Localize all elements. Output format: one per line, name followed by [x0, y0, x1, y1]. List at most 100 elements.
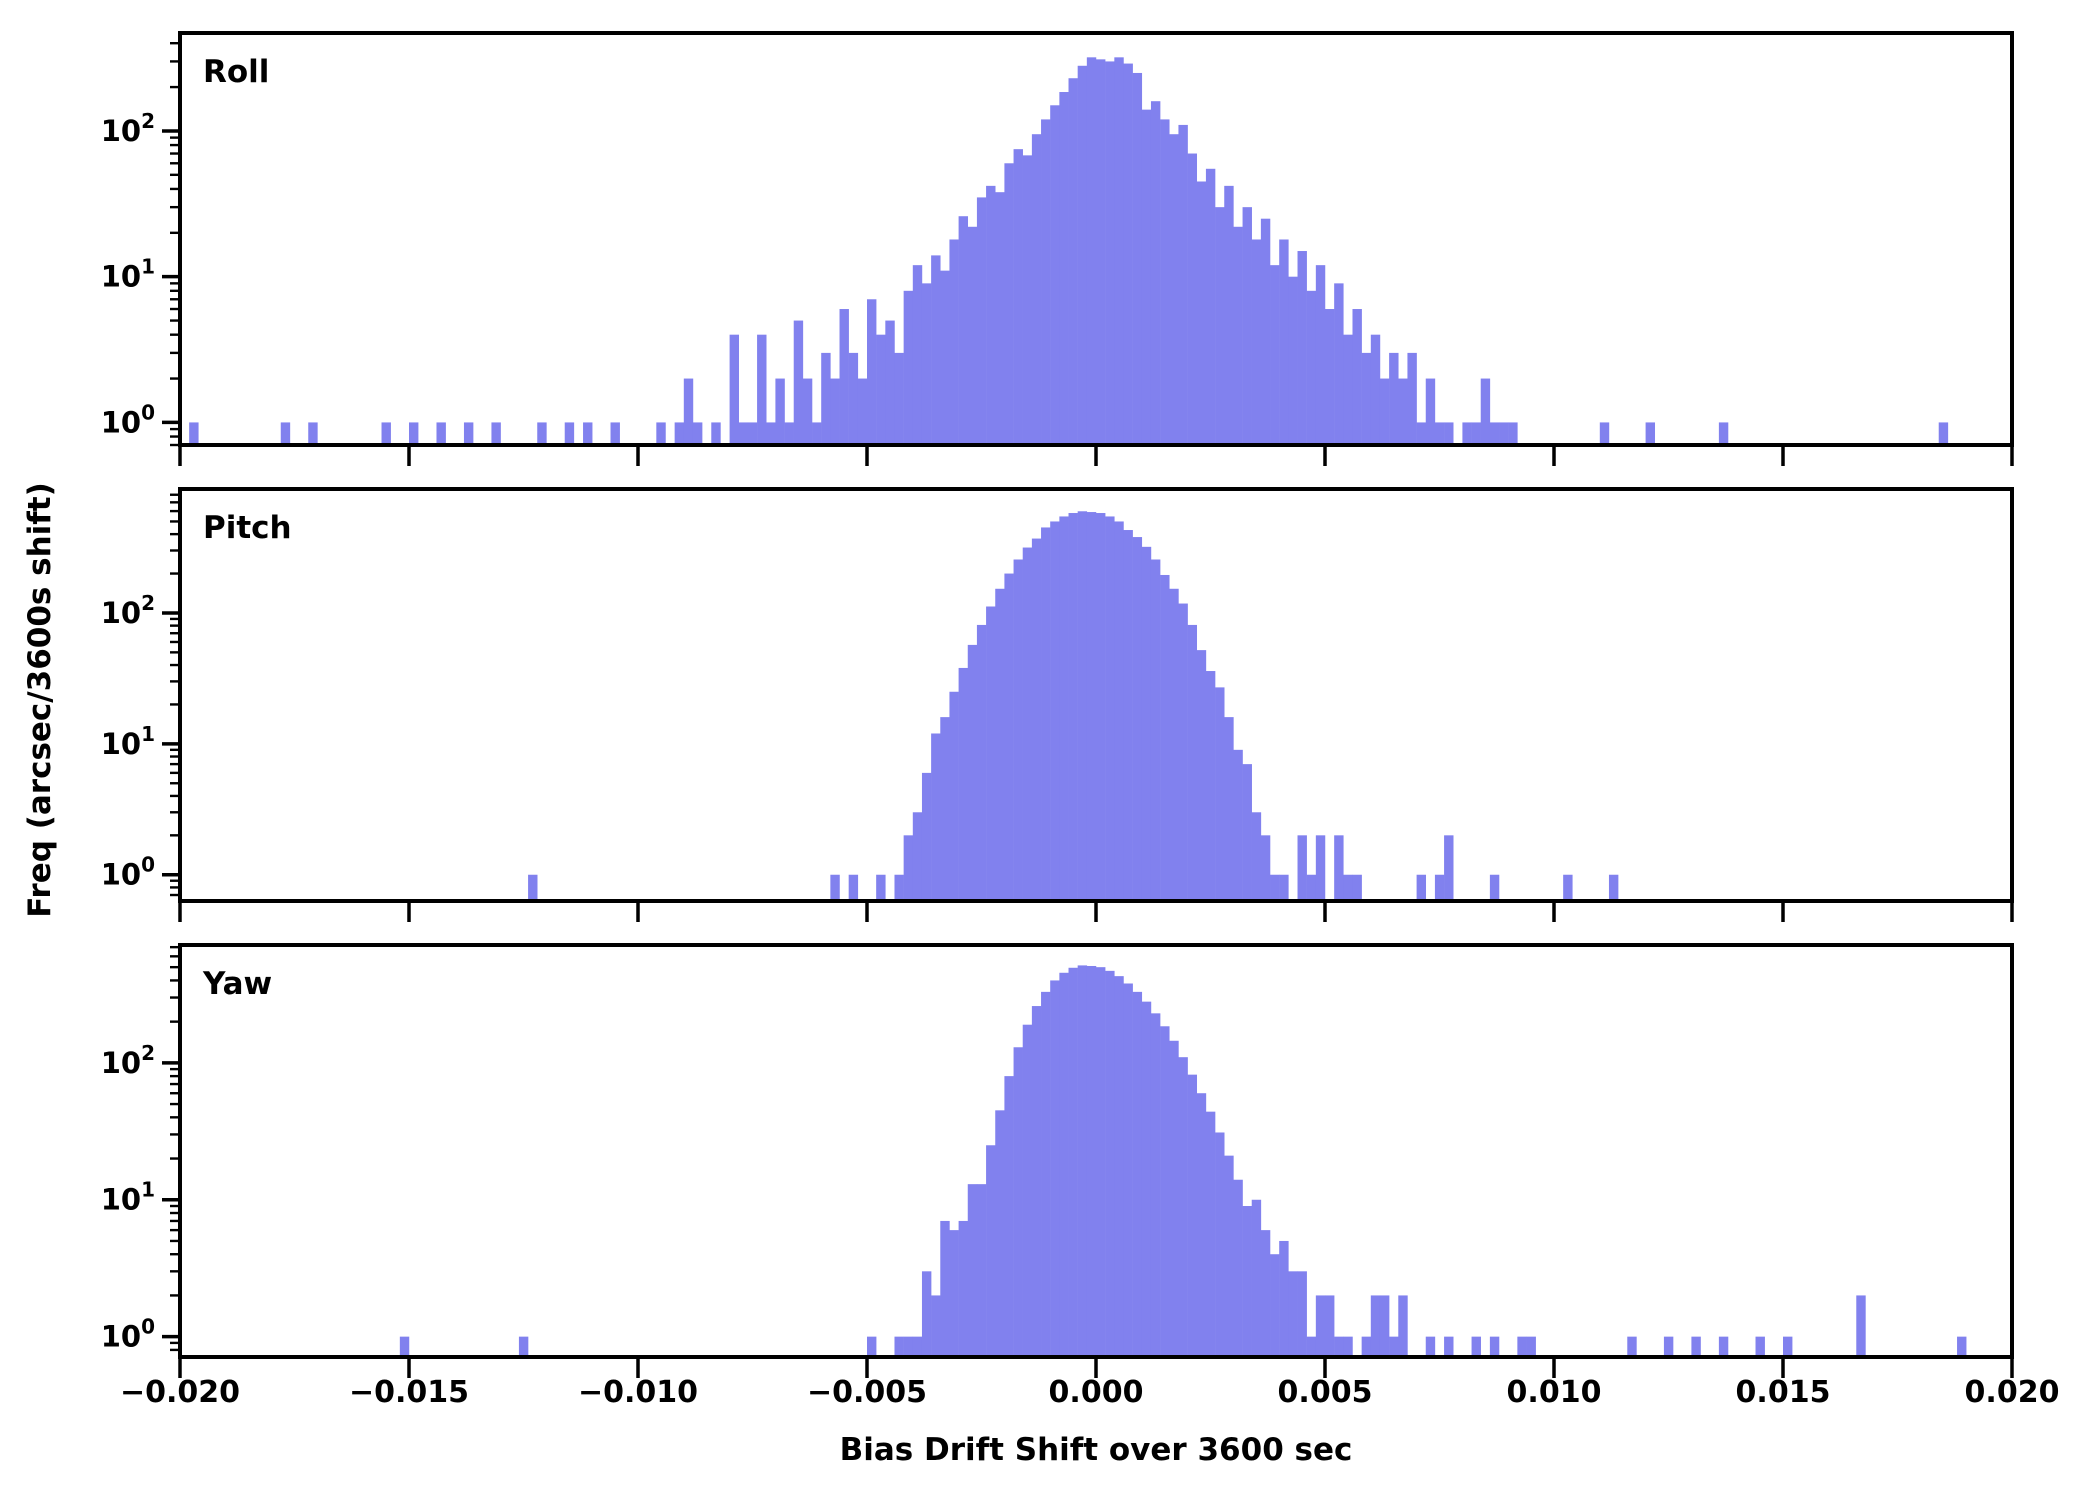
histogram-bar	[949, 691, 959, 901]
histogram-bar	[1150, 559, 1161, 901]
histogram-bar	[1297, 251, 1307, 445]
histogram-bar	[903, 290, 914, 445]
histogram-bar	[903, 835, 914, 901]
histogram-bar	[692, 422, 703, 445]
histogram-bar	[894, 1336, 904, 1357]
histogram-bar	[876, 874, 886, 901]
histogram-bar	[1022, 155, 1033, 446]
histogram-bar	[1297, 1271, 1307, 1357]
histogram-bar	[1425, 1336, 1436, 1357]
histogram-bar	[1086, 512, 1097, 901]
histogram-bar	[1462, 422, 1472, 445]
histogram-bar	[1270, 265, 1280, 445]
histogram-bar	[1041, 119, 1051, 445]
histogram-bar	[1187, 153, 1198, 445]
histogram-bar	[1086, 57, 1097, 445]
histogram-bar	[711, 422, 721, 445]
histogram-bar	[1077, 65, 1088, 445]
histogram-bar	[1041, 527, 1051, 901]
histogram-bar	[1957, 1336, 1967, 1357]
histogram-bar	[1444, 835, 1454, 901]
histogram-bar	[967, 1184, 978, 1357]
histogram-bar	[1251, 239, 1262, 445]
histogram-bar	[1059, 92, 1069, 445]
x-tick-label: 0.005	[1278, 1375, 1373, 1410]
histogram-bar	[1389, 352, 1399, 445]
histogram-bar	[1224, 717, 1234, 901]
histogram-bar	[1105, 516, 1115, 901]
histogram-bar	[1627, 1336, 1637, 1357]
histogram-bar	[1050, 980, 1060, 1357]
histogram-bar	[1205, 671, 1216, 901]
histogram-bar	[1526, 1336, 1536, 1357]
histogram-bar	[1196, 1093, 1207, 1357]
histogram-bar	[1022, 1024, 1033, 1357]
x-tick-label: 0.015	[1736, 1375, 1831, 1410]
histogram-bar	[1068, 78, 1078, 445]
histogram-bar	[1150, 1013, 1161, 1357]
histogram-bar	[1361, 352, 1372, 445]
histogram-bar	[1279, 239, 1289, 445]
histogram-bar	[1013, 149, 1023, 445]
histogram-bar	[1205, 168, 1216, 446]
histogram-bar	[1224, 185, 1234, 446]
histogram-bar	[1004, 1076, 1014, 1357]
histogram-bar	[1013, 1047, 1023, 1357]
histogram-bar	[967, 644, 978, 901]
histogram-bar	[1215, 1132, 1225, 1357]
x-axis-label: Bias Drift Shift over 3600 sec	[839, 1432, 1353, 1468]
histogram-bar	[1343, 874, 1353, 901]
panel-title-pitch: Pitch	[203, 510, 292, 546]
histogram-bar	[766, 422, 776, 445]
histogram-bar	[1471, 1336, 1481, 1357]
histogram-bar	[1096, 967, 1106, 1357]
histogram-bar	[1105, 61, 1115, 446]
histogram-bar	[1242, 207, 1252, 445]
histogram-bar	[1434, 422, 1445, 445]
histogram-bar	[610, 422, 620, 445]
y-tick-label: 101	[101, 722, 155, 761]
histogram-bar	[1325, 309, 1335, 445]
histogram-bar	[931, 1295, 941, 1357]
histogram-bar	[894, 874, 904, 901]
histogram-bar	[436, 422, 446, 445]
y-tick-label: 102	[101, 109, 155, 148]
histogram-bar	[1334, 283, 1344, 445]
panel-frame	[178, 31, 2014, 447]
histogram-bar	[757, 334, 767, 445]
histogram-bar	[280, 422, 291, 445]
histogram-bar	[1288, 276, 1298, 445]
histogram-bar	[1132, 72, 1143, 446]
histogram-bar	[1783, 1336, 1793, 1357]
histogram-bar	[1123, 530, 1133, 901]
histogram-bar	[1444, 422, 1454, 445]
histogram-bar	[1645, 422, 1656, 445]
histogram-bar	[912, 265, 923, 445]
histogram-bar	[1938, 422, 1949, 445]
y-axis-label: Freq (arcsec/3600s shift)	[22, 482, 58, 918]
histogram-bar	[1050, 105, 1060, 445]
histogram-bar	[1150, 101, 1161, 445]
panel-frame	[178, 487, 2014, 903]
histogram-bar	[921, 772, 932, 901]
histogram-bar	[1178, 124, 1188, 446]
histogram-bar	[1315, 265, 1326, 445]
histogram-bar	[1260, 1230, 1271, 1357]
histogram-bar	[931, 255, 941, 445]
histogram-bar	[1434, 874, 1445, 901]
histogram-bar	[1160, 1026, 1170, 1357]
histogram-bar	[1407, 352, 1417, 445]
histogram-bar	[463, 422, 474, 445]
histogram-bar	[1123, 63, 1133, 446]
histogram-bar	[867, 299, 877, 445]
histogram-bar	[830, 378, 840, 445]
histogram-bar	[912, 812, 923, 901]
histogram-bar	[1352, 309, 1362, 445]
y-tick-label: 100	[101, 853, 155, 892]
histogram-bar	[1343, 334, 1353, 445]
histogram-bar	[1178, 603, 1188, 901]
histogram-bars	[528, 511, 1619, 901]
histogram-bar	[784, 422, 794, 445]
histogram-bar	[1196, 181, 1207, 446]
